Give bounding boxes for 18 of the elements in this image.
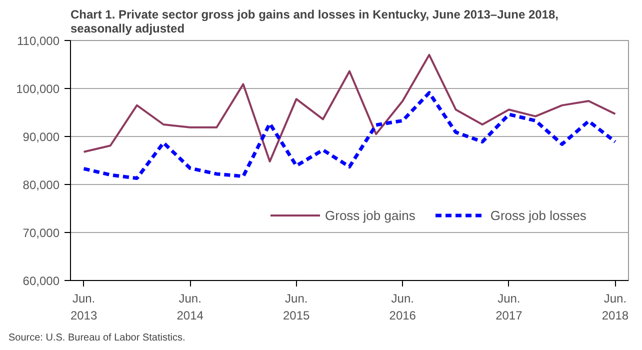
x-tick-label: Jun. 2013 [70,292,98,322]
x-tick-label: Jun. 2015 [283,292,310,322]
y-tick-label: 80,000 [22,178,60,192]
y-tick-label: 60,000 [22,274,60,288]
y-tick-label: 90,000 [22,130,60,144]
x-tick-label: Jun. 2017 [496,292,523,322]
x-tick-label: Jun. 2016 [389,292,416,322]
y-tick-label: 100,000 [16,82,60,96]
line-series [82,91,617,180]
chart-title: Chart 1. Private sector gross job gains and losses in Kentucky, June 2013–June 2018, seasonally adjusted [70,8,558,36]
x-tick-label: Jun. 2014 [176,292,204,322]
y-tick-label: 110,000 [17,34,60,48]
legend-label: Gross job gains [325,208,416,222]
y-tick-label: 70,000 [22,226,60,240]
source-note: Source: U.S. Bureau of Labor Statistics. [8,332,186,344]
x-tick-label: Jun. 2018 [602,292,629,322]
line-series [82,54,616,162]
legend-label: Gross job losses [490,208,586,222]
